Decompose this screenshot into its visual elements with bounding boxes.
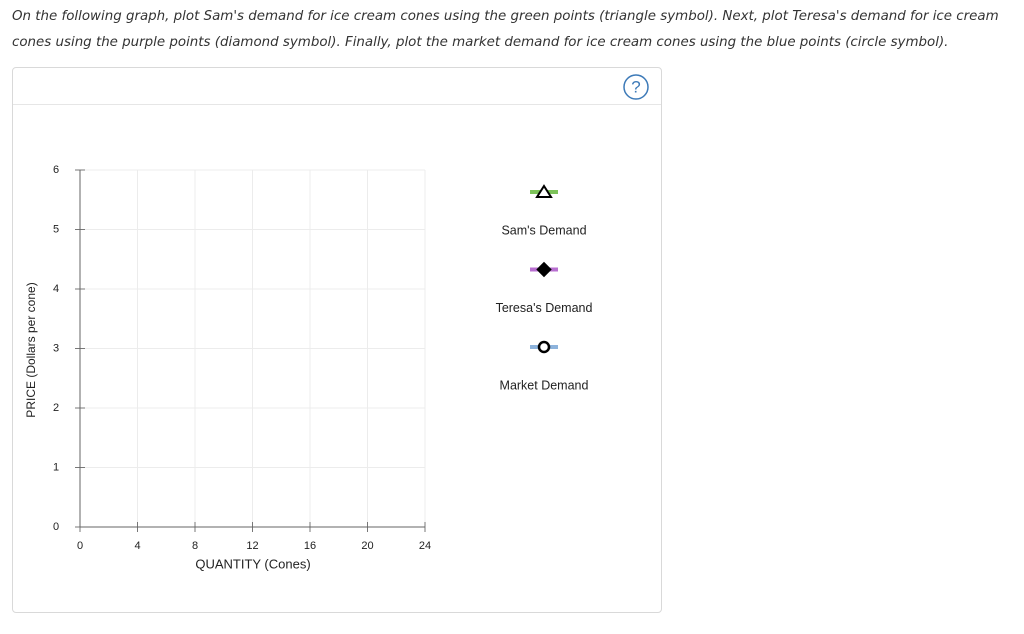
y-tick-label: 3 <box>53 342 59 354</box>
help-circle[interactable] <box>623 74 649 100</box>
marker-circle[interactable] <box>537 340 551 354</box>
marker-diamond[interactable] <box>536 261 552 278</box>
y-tick-label: 6 <box>53 164 59 176</box>
marker-triangle[interactable] <box>535 184 553 198</box>
y-tick-label: 4 <box>53 283 59 295</box>
panel-header-rule <box>13 104 661 105</box>
legend-label[interactable]: Market Demand <box>500 378 589 392</box>
help-button[interactable]: ? <box>623 74 649 100</box>
y-axis-label: PRICE (Dollars per cone) <box>24 282 38 417</box>
legend-tool[interactable]: Market Demand <box>500 340 589 392</box>
legend-label[interactable]: Sam's Demand <box>501 223 586 237</box>
graph-panel <box>12 67 662 613</box>
x-tick-label: 0 <box>77 540 83 552</box>
x-tick-label: 24 <box>419 540 431 552</box>
legend-label[interactable]: Teresa's Demand <box>496 301 593 315</box>
instructions: On the following graph, plot Sam's deman… <box>12 9 999 50</box>
y-tick-label: 5 <box>53 223 59 235</box>
x-tick-label: 12 <box>246 540 258 552</box>
x-axis-label: QUANTITY (Cones) <box>195 556 310 571</box>
y-tick-label: 1 <box>53 461 59 473</box>
x-tick-label: 16 <box>304 540 316 552</box>
legend-tool[interactable]: Teresa's Demand <box>496 261 593 315</box>
y-tick-label: 0 <box>53 521 59 533</box>
x-tick-label: 4 <box>134 540 140 552</box>
legend-tool[interactable]: Sam's Demand <box>501 184 587 237</box>
x-tick-label: 8 <box>192 540 198 552</box>
help-label[interactable]: ? <box>631 77 640 96</box>
x-tick-label: 20 <box>361 540 373 552</box>
y-tick-label: 2 <box>53 402 59 414</box>
